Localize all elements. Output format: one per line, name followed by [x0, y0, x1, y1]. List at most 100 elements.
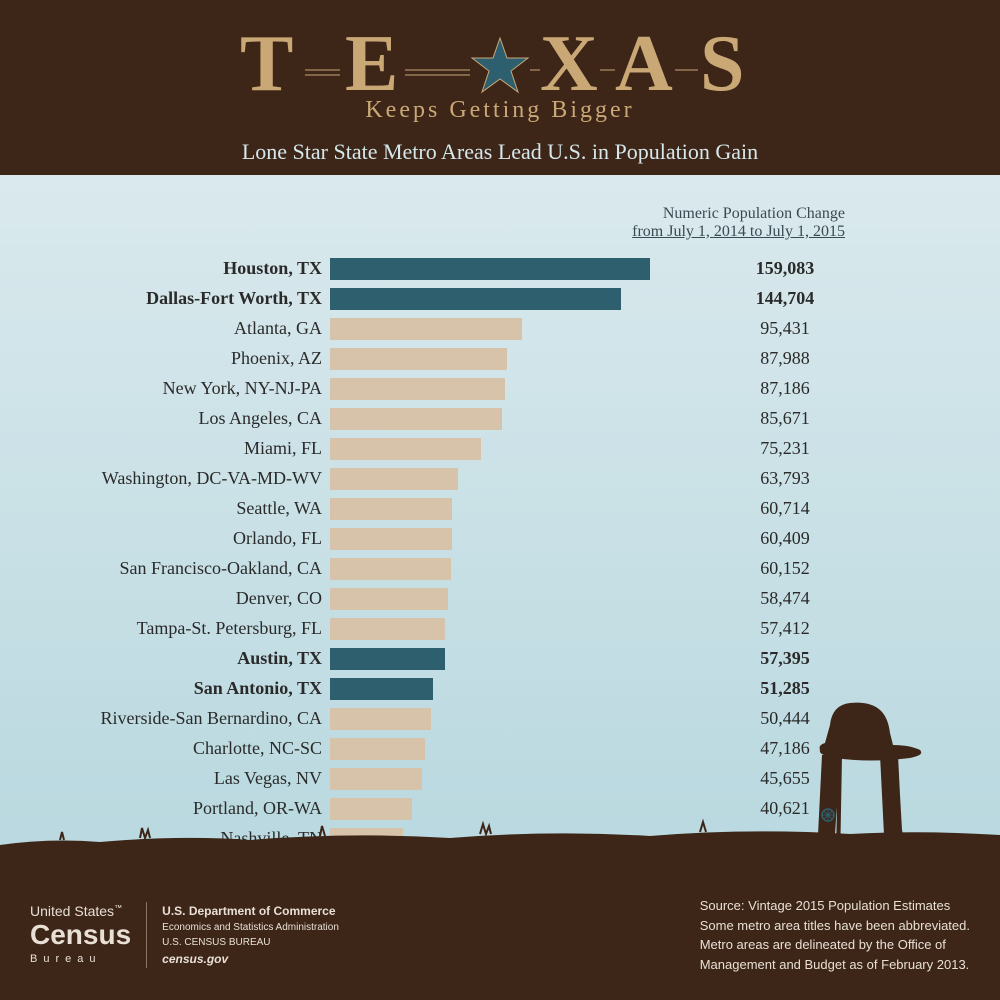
- bar: [330, 258, 650, 280]
- bar-row: Miami, FL 75,231: [40, 436, 960, 461]
- metro-label: Dallas-Fort Worth, TX: [40, 288, 330, 309]
- bar: [330, 648, 445, 670]
- bar-container: [330, 738, 660, 760]
- dept-line3: U.S. CENSUS BUREAU: [162, 935, 339, 950]
- subtitle-lone-star: Lone Star State Metro Areas Lead U.S. in…: [0, 139, 1000, 165]
- source-line1: Source: Vintage 2015 Population Estimate…: [700, 896, 970, 916]
- source-line3: Metro areas are delineated by the Office…: [700, 935, 970, 955]
- bar: [330, 438, 481, 460]
- population-value: 95,431: [660, 318, 860, 339]
- census-logo: United States™ Census Bureau: [30, 904, 131, 966]
- metro-label: Charlotte, NC-SC: [40, 738, 330, 759]
- bar-container: [330, 768, 660, 790]
- footer: United States™ Census Bureau U.S. Depart…: [0, 870, 1000, 1000]
- bar-row: New York, NY-NJ-PA 87,186: [40, 376, 960, 401]
- bar-row: Denver, CO 58,474: [40, 586, 960, 611]
- source-line2: Some metro area titles have been abbrevi…: [700, 916, 970, 936]
- metro-label: Las Vegas, NV: [40, 768, 330, 789]
- metro-label: Phoenix, AZ: [40, 348, 330, 369]
- dept-line2: Economics and Statistics Administration: [162, 920, 339, 935]
- bar-container: [330, 648, 660, 670]
- metro-label: Washington, DC-VA-MD-WV: [40, 468, 330, 489]
- bar: [330, 708, 431, 730]
- bar-row: Tampa-St. Petersburg, FL 57,412: [40, 616, 960, 641]
- bar: [330, 588, 448, 610]
- logo-line1: United States: [30, 903, 114, 919]
- bar-container: [330, 288, 660, 310]
- population-value: 60,409: [660, 528, 860, 549]
- metro-label: Miami, FL: [40, 438, 330, 459]
- metro-label: Los Angeles, CA: [40, 408, 330, 429]
- bar-container: [330, 588, 660, 610]
- svg-text:E: E: [345, 20, 426, 105]
- bar: [330, 738, 425, 760]
- bar-container: [330, 678, 660, 700]
- metro-label: Denver, CO: [40, 588, 330, 609]
- bar-row: Seattle, WA 60,714: [40, 496, 960, 521]
- population-value: 75,231: [660, 438, 860, 459]
- chart-header-daterange: from July 1, 2014 to July 1, 2015: [40, 223, 845, 241]
- bar-row: Orlando, FL 60,409: [40, 526, 960, 551]
- bar-container: [330, 318, 660, 340]
- bar-row: Dallas-Fort Worth, TX 144,704: [40, 286, 960, 311]
- population-value: 58,474: [660, 588, 860, 609]
- bar: [330, 528, 452, 550]
- bar-container: [330, 438, 660, 460]
- bar-container: [330, 468, 660, 490]
- footer-source: Source: Vintage 2015 Population Estimate…: [700, 896, 970, 974]
- chart-header-title: Numeric Population Change: [40, 205, 845, 223]
- population-value: 85,671: [660, 408, 860, 429]
- bar: [330, 768, 422, 790]
- population-value: 159,083: [660, 258, 860, 279]
- population-value: 87,186: [660, 378, 860, 399]
- svg-text:T: T: [240, 20, 321, 105]
- bar: [330, 558, 451, 580]
- population-value: 63,793: [660, 468, 860, 489]
- bar: [330, 378, 505, 400]
- footer-left: United States™ Census Bureau U.S. Depart…: [30, 902, 339, 968]
- logo-line3: Bureau: [30, 953, 101, 965]
- bar-row: Phoenix, AZ 87,988: [40, 346, 960, 371]
- bar-container: [330, 378, 660, 400]
- population-value: 87,988: [660, 348, 860, 369]
- metro-label: Austin, TX: [40, 648, 330, 669]
- chart-header: Numeric Population Change from July 1, 2…: [40, 205, 960, 241]
- bar-row: Washington, DC-VA-MD-WV 63,793: [40, 466, 960, 491]
- bar-container: [330, 498, 660, 520]
- bar-row: Houston, TX 159,083: [40, 256, 960, 281]
- bar-row: Atlanta, GA95,431: [40, 316, 960, 341]
- bar-container: [330, 528, 660, 550]
- bar-container: [330, 708, 660, 730]
- bar: [330, 408, 502, 430]
- metro-label: San Antonio, TX: [40, 678, 330, 699]
- bar: [330, 678, 433, 700]
- svg-text:A: A: [615, 20, 673, 105]
- population-value: 60,714: [660, 498, 860, 519]
- population-value: 144,704: [660, 288, 860, 309]
- svg-text:S: S: [700, 20, 745, 105]
- metro-label: San Francisco-Oakland, CA: [40, 558, 330, 579]
- dept-line1: U.S. Department of Commerce: [162, 902, 339, 920]
- bar: [330, 348, 507, 370]
- cowboy-boot-hat-icon: [780, 655, 980, 885]
- bar-container: [330, 258, 660, 280]
- bar: [330, 468, 458, 490]
- metro-label: Houston, TX: [40, 258, 330, 279]
- bar: [330, 498, 452, 520]
- bar-row: San Francisco-Oakland, CA60,152: [40, 556, 960, 581]
- source-line4: Management and Budget as of February 201…: [700, 955, 970, 975]
- metro-label: Orlando, FL: [40, 528, 330, 549]
- bar-container: [330, 618, 660, 640]
- metro-label: Riverside-San Bernardino, CA: [40, 708, 330, 729]
- title-texas: T E X A S: [0, 20, 1000, 105]
- bar-row: Los Angeles, CA 85,671: [40, 406, 960, 431]
- bar-container: [330, 408, 660, 430]
- metro-label: Tampa-St. Petersburg, FL: [40, 618, 330, 639]
- header: T E X A S Keeps Getting Bigger Lone Star…: [0, 0, 1000, 175]
- logo-line2: Census: [30, 919, 131, 950]
- metro-label: New York, NY-NJ-PA: [40, 378, 330, 399]
- bar: [330, 288, 621, 310]
- metro-label: Seattle, WA: [40, 498, 330, 519]
- svg-text:X: X: [540, 20, 598, 105]
- population-value: 57,412: [660, 618, 860, 639]
